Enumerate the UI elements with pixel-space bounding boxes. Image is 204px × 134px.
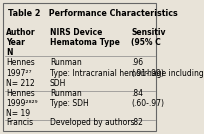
FancyBboxPatch shape [3,3,156,131]
Text: Author
Year
N: Author Year N [6,28,36,57]
Text: Runman
Type: Intracranial hemorrhage including
SDH: Runman Type: Intracranial hemorrhage inc… [50,58,204,88]
Text: Developed by authors: Developed by authors [50,118,134,126]
Text: Table 2   Performance Characteristics: Table 2 Performance Characteristics [8,9,177,18]
Text: Francis: Francis [6,118,33,126]
Text: Runman
Type: SDH: Runman Type: SDH [50,89,89,108]
Text: NIRS Device
Hematoma Type: NIRS Device Hematoma Type [50,28,120,47]
Text: .84
(.60-.97): .84 (.60-.97) [131,89,164,108]
Text: .96
(.91-.99): .96 (.91-.99) [131,58,164,78]
Text: Hennes
1999²⁸²⁹
N= 19: Hennes 1999²⁸²⁹ N= 19 [6,89,38,118]
Text: .82: .82 [131,118,143,126]
Text: Sensitiv
(95% C: Sensitiv (95% C [131,28,166,47]
Text: Hennes
1997²⁷
N= 212: Hennes 1997²⁷ N= 212 [6,58,35,88]
